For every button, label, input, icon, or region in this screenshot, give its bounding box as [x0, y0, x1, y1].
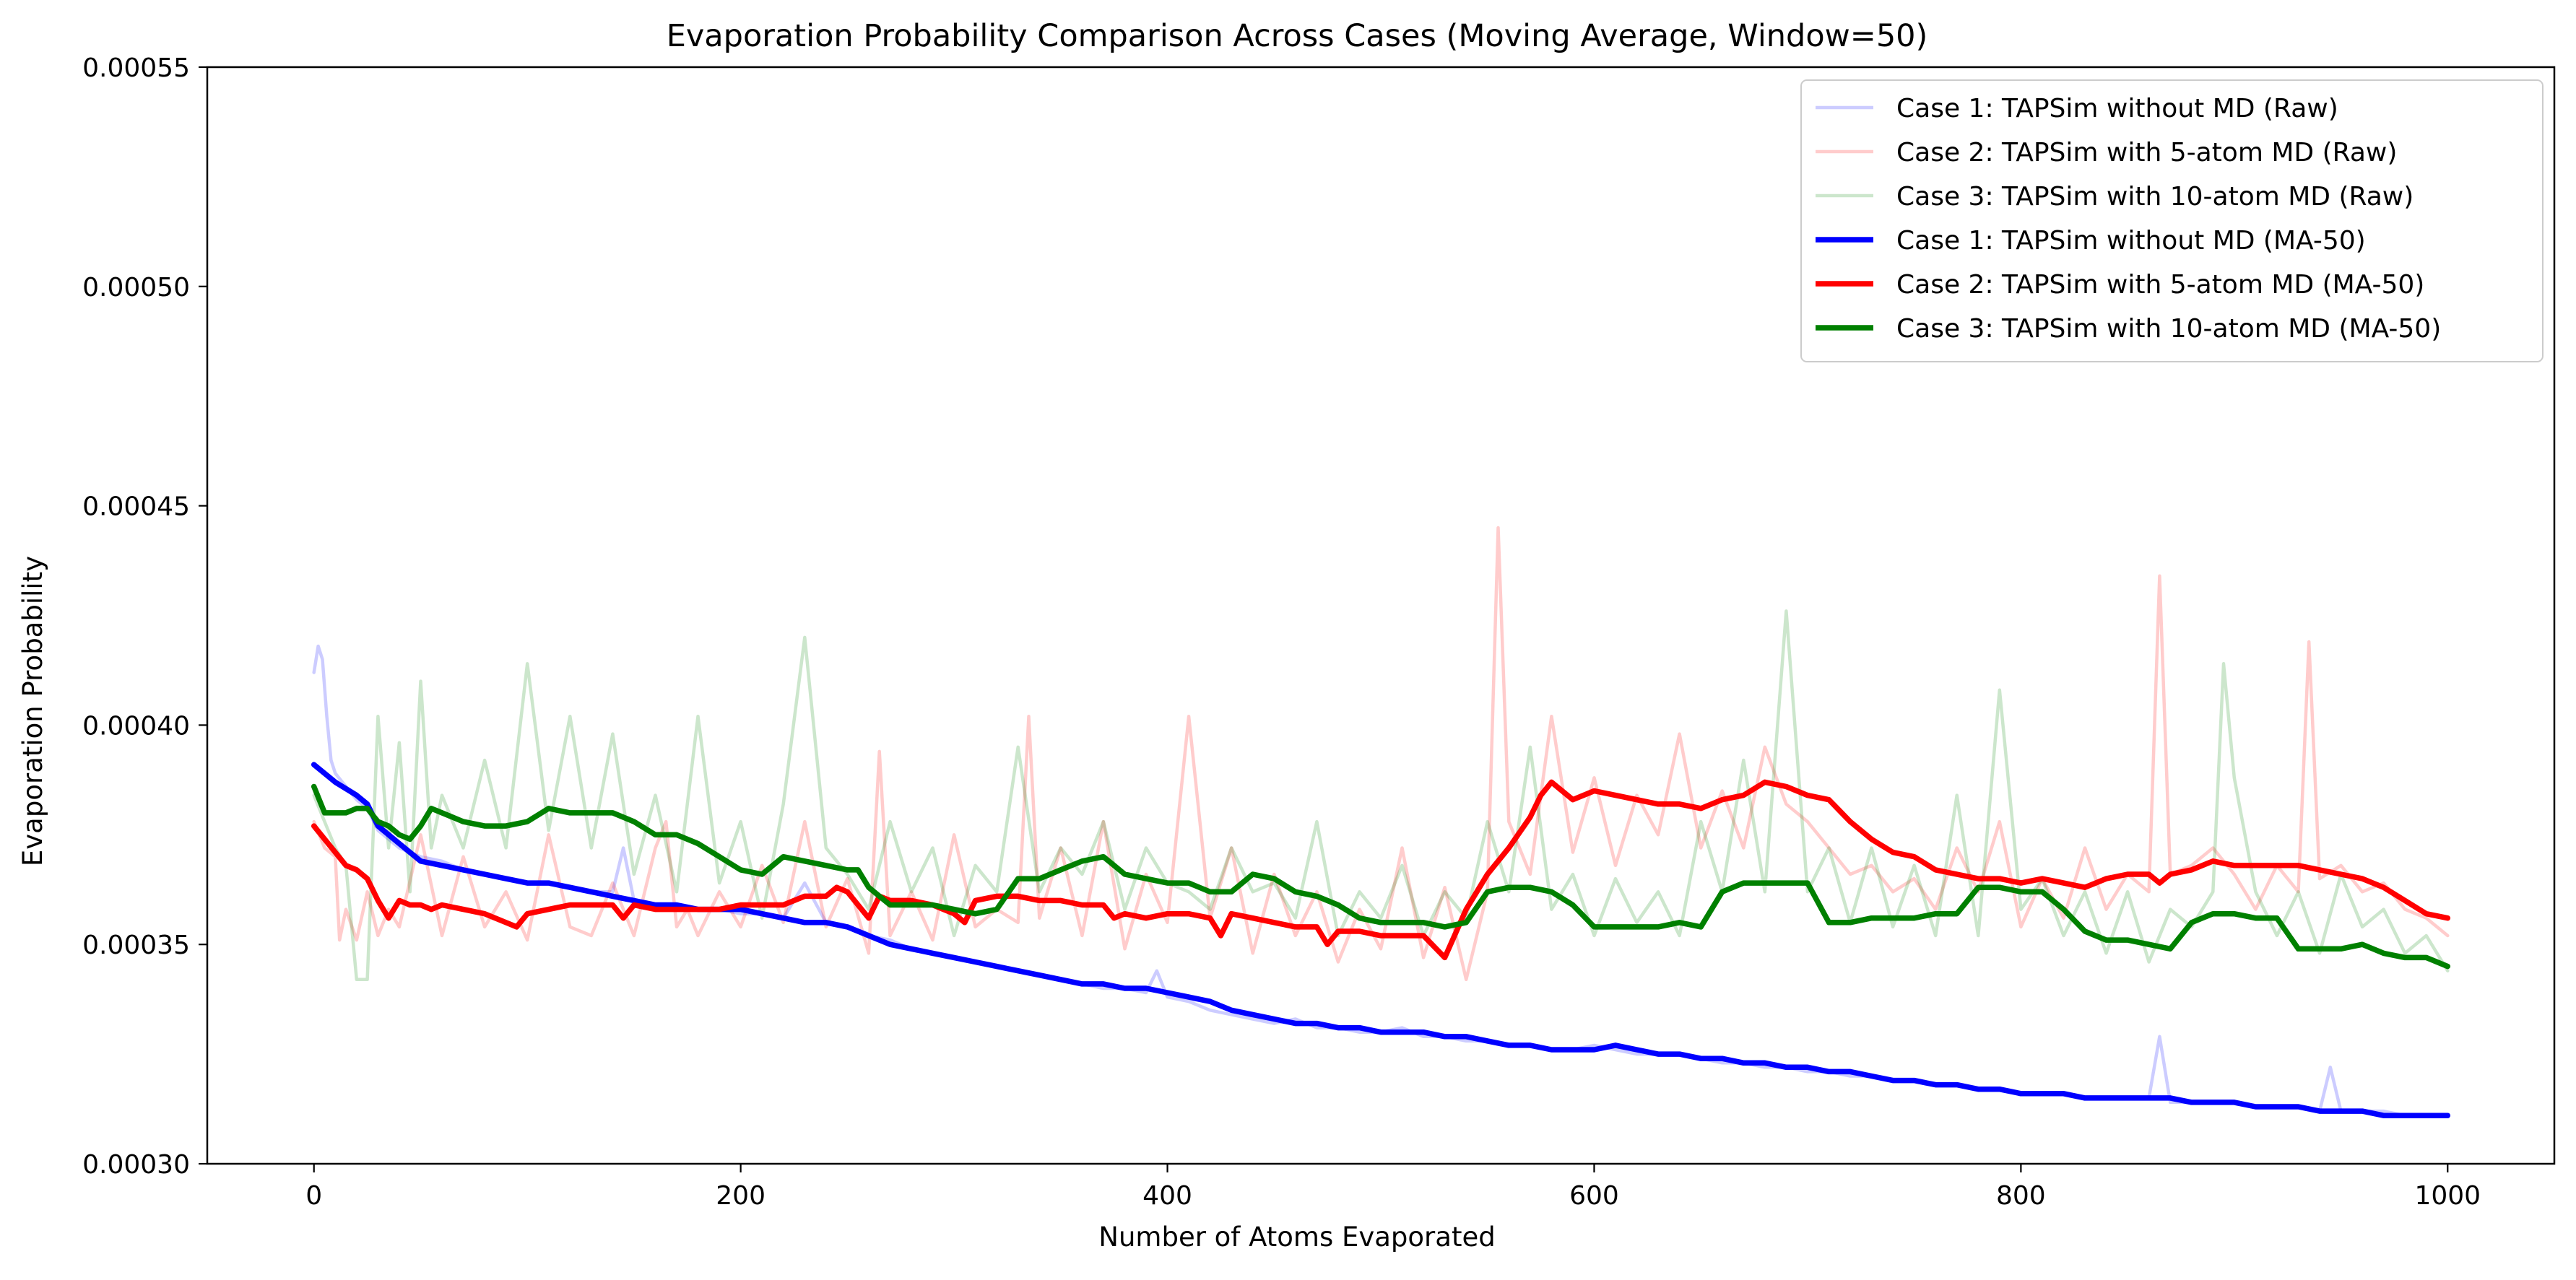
legend-entry-label: Case 1: TAPSim without MD (Raw) — [1896, 94, 2338, 123]
y-tick-label: 0.00040 — [82, 711, 190, 741]
series-layer — [311, 526, 2451, 1118]
series-line-3 — [312, 609, 2450, 982]
plot-area-frame — [206, 66, 2556, 1165]
x-tick-label: 200 — [716, 1181, 766, 1211]
legend-entry-label: Case 3: TAPSim with 10-atom MD (MA-50) — [1896, 314, 2441, 344]
x-tick-label: 0 — [305, 1181, 322, 1211]
legend-entry-label: Case 1: TAPSim without MD (MA-50) — [1896, 226, 2366, 256]
y-tick-label: 0.00050 — [82, 273, 190, 302]
x-axis-label: Number of Atoms Evaporated — [1098, 1222, 1495, 1253]
series-line-5 — [311, 779, 2451, 961]
x-tick-label: 600 — [1569, 1181, 1619, 1211]
legend-entry-label: Case 3: TAPSim with 10-atom MD (Raw) — [1896, 182, 2414, 212]
series-line-6 — [311, 783, 2451, 970]
legend-entry-label: Case 2: TAPSim with 5-atom MD (Raw) — [1896, 138, 2397, 167]
x-tick-label: 1000 — [2414, 1181, 2481, 1211]
legend-entry-label: Case 2: TAPSim with 5-atom MD (MA-50) — [1896, 270, 2424, 300]
chart-legend: Case 1: TAPSim without MD (Raw) Case 2: T… — [1800, 79, 2544, 362]
y-tick-label: 0.00035 — [82, 931, 190, 960]
x-tick-label: 800 — [1996, 1181, 2046, 1211]
x-tick-label: 400 — [1142, 1181, 1192, 1211]
legend-box — [1800, 79, 2544, 362]
y-tick-label: 0.00030 — [82, 1150, 190, 1180]
y-tick-label: 0.00055 — [82, 53, 190, 83]
y-tick-label: 0.00045 — [82, 492, 190, 522]
series-line-4 — [311, 762, 2451, 1118]
chart-title: Evaporation Probability Comparison Acros… — [667, 18, 1928, 54]
y-axis-label: Evaporation Probability — [17, 556, 48, 866]
series-line-2 — [312, 526, 2450, 982]
axis-ticks: 0 200 400 600 800 1000 0.00030 0.00035 0.00040 0.… — [82, 53, 2481, 1211]
